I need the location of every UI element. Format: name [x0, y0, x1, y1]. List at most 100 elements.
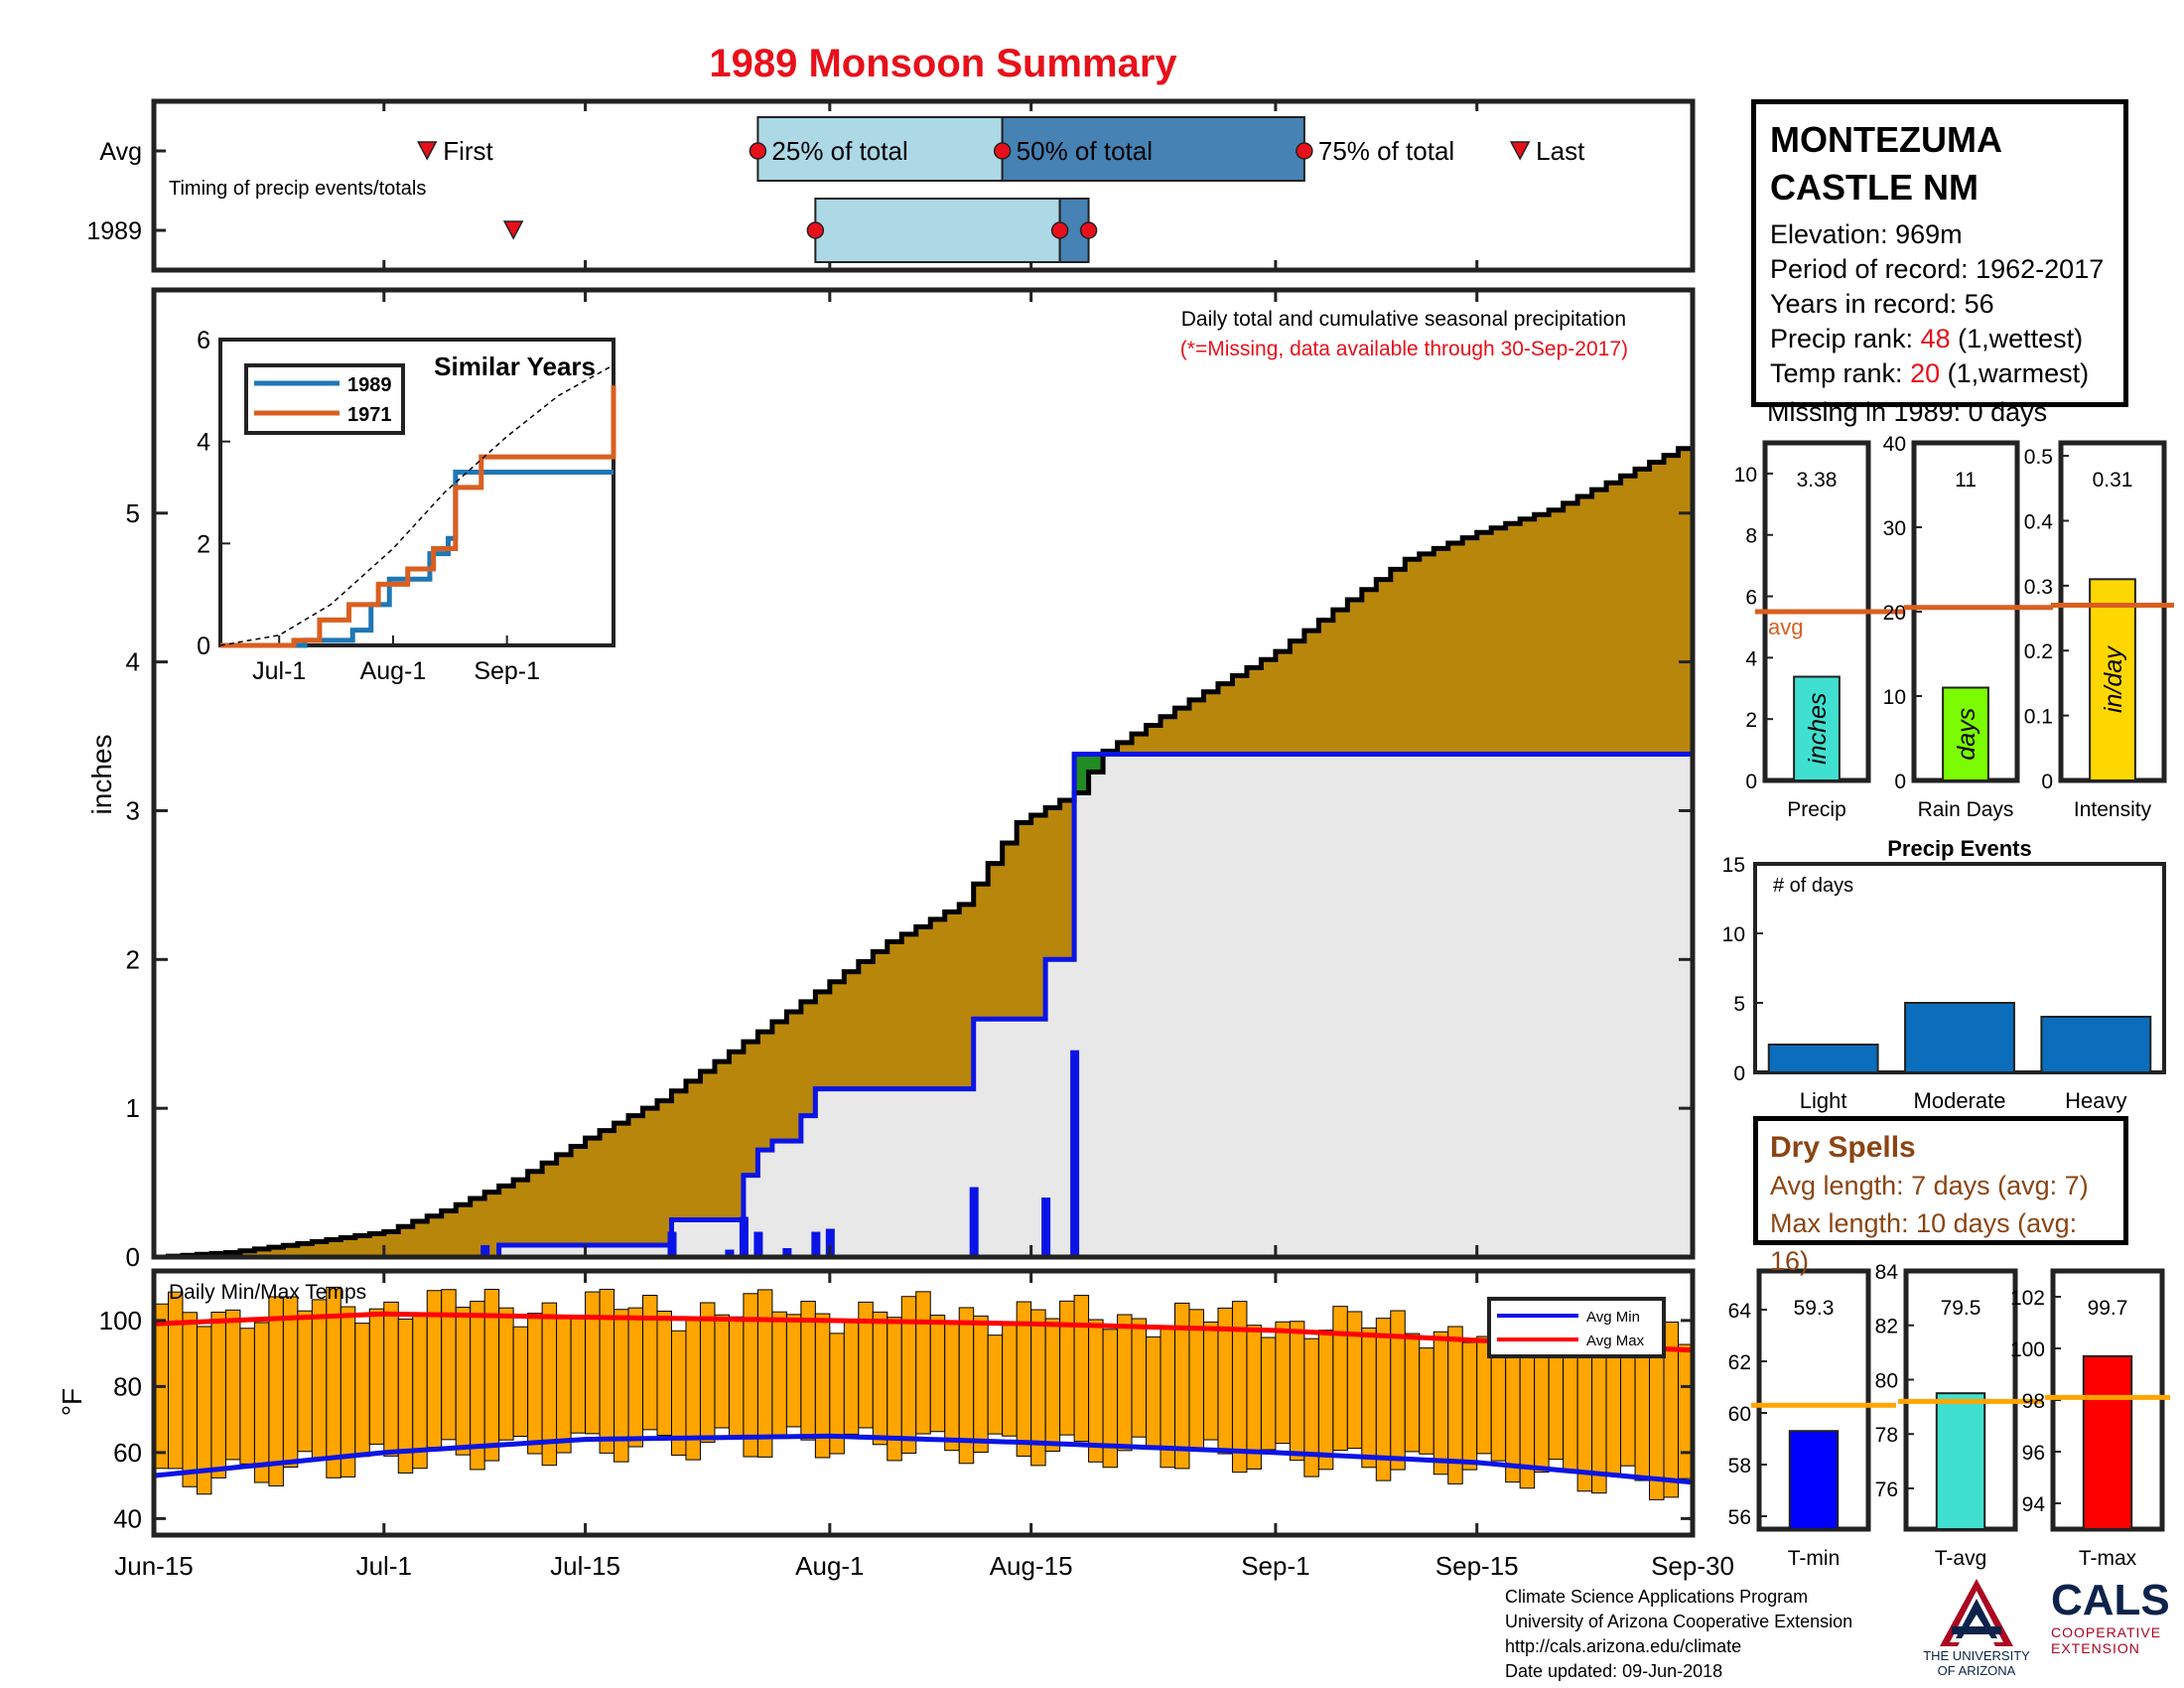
daily-precip-bar	[753, 1231, 763, 1257]
daily-temp-bar	[1044, 1318, 1061, 1452]
daily-temp-bar	[556, 1317, 572, 1454]
main-y-tick-label: 4	[126, 647, 140, 677]
daily-precip-bar	[782, 1248, 792, 1257]
legend-avg-min-label: Avg Min	[1586, 1309, 1640, 1326]
precip-events-ylabel: # of days	[1773, 875, 1853, 897]
timing-row-label: Avg	[99, 138, 142, 166]
daily-temp-bar	[1563, 1340, 1578, 1472]
daily-temp-bar	[973, 1315, 989, 1454]
small-title-T-avg: T-avg	[1935, 1547, 1987, 1570]
small-y-tick-label: 78	[1875, 1424, 1898, 1447]
cals-word: CALS	[2051, 1576, 2170, 1624]
small-y-tick-label: 102	[2010, 1287, 2045, 1310]
daily-temp-bar	[297, 1310, 313, 1453]
avg-cumulative-line	[154, 441, 1696, 1260]
daily-temp-bar	[1202, 1321, 1219, 1441]
precip-rank: Precip rank: 48 (1,wettest)	[1770, 322, 2110, 356]
x-tick-label: Jul-1	[356, 1551, 412, 1581]
small-y-tick-label: 0	[1745, 771, 1757, 793]
small-y-tick-label: 98	[2022, 1390, 2045, 1413]
daily-temp-bar	[412, 1315, 428, 1470]
small-y-tick-label: 60	[1728, 1403, 1751, 1426]
small-y-tick-label: 0.3	[2024, 576, 2053, 599]
small-y-tick-label: 84	[1875, 1261, 1899, 1284]
daily-temp-bar	[268, 1296, 284, 1486]
small-y-tick-label: 10	[1734, 464, 1757, 487]
credits-line3[interactable]: http://cals.arizona.edu/climate	[1505, 1636, 1742, 1656]
daily-temp-bar	[843, 1320, 860, 1435]
small-y-tick-label: 2	[1745, 709, 1757, 732]
precip-event-category-label: Heavy	[2065, 1088, 2126, 1113]
dry-spells-box: Dry Spells Avg length: 7 days (avg: 7) M…	[1753, 1116, 2128, 1276]
small-y-tick-label: 40	[1883, 433, 1906, 456]
x-tick-label: Jul-15	[550, 1551, 620, 1581]
similar-years-line-avg	[219, 364, 614, 646]
x-tick-label: Sep-1	[1241, 1551, 1309, 1581]
credits-line2: University of Arizona Cooperative Extens…	[1505, 1612, 1853, 1631]
small-value-label-T-avg: 79.5	[1941, 1297, 1981, 1320]
daily-temp-bar	[642, 1295, 658, 1431]
daily-temp-bar	[599, 1288, 615, 1454]
ua-text2: OF ARIZONA	[1937, 1663, 2016, 1678]
x-tick-label: Aug-1	[795, 1551, 864, 1581]
small-y-tick-label: 0.5	[2024, 446, 2053, 469]
small-y-tick-label: 62	[1728, 1351, 1751, 1374]
main-chart-note: Daily total and cumulative seasonal prec…	[1181, 308, 1626, 331]
daily-precip-bar	[811, 1231, 821, 1257]
small-bar-Precip	[1793, 675, 1841, 782]
events-y-tick-label: 5	[1733, 993, 1745, 1016]
main-y-tick-label: 5	[126, 498, 140, 528]
daily-temp-bar	[1059, 1300, 1075, 1436]
daily-temp-bar	[1117, 1314, 1133, 1452]
small-title-Rain Days: Rain Days	[1918, 798, 2014, 821]
timing-subtitle: Timing of precip events/totals	[169, 178, 426, 200]
daily-temp-bar	[210, 1312, 226, 1478]
small-value-label-Intensity: 0.31	[2093, 469, 2133, 492]
daily-temp-bar	[872, 1311, 888, 1446]
temp-rank-value: 20	[1910, 358, 1941, 388]
x-tick-label: Sep-30	[1651, 1551, 1734, 1581]
similar-years-title: Similar Years	[434, 352, 596, 381]
y1989-p50-marker	[1050, 221, 1069, 239]
small-y-tick-label: 96	[2022, 1442, 2045, 1465]
daily-temp-bar	[1419, 1347, 1434, 1455]
small-bar-Intensity	[2089, 578, 2136, 781]
period-of-record: Period of record: 1962-2017	[1770, 254, 2105, 284]
cals-sub1: COOPERATIVE	[2051, 1624, 2162, 1640]
daily-temp-bar	[728, 1316, 745, 1439]
small-y-tick-label: 56	[1728, 1506, 1751, 1529]
daily-precip-bar	[969, 1187, 979, 1257]
inset-y-tick-label: 0	[197, 633, 210, 660]
events-y-tick-label: 0	[1733, 1062, 1745, 1085]
daily-temp-bar	[1361, 1327, 1377, 1469]
inset-y-tick-label: 6	[197, 327, 210, 354]
daily-temp-bar	[1002, 1322, 1018, 1437]
temp-y-tick-label: 40	[113, 1503, 142, 1533]
main-y-tick-label: 1	[126, 1093, 140, 1123]
station-name-line1: MONTEZUMA	[1770, 119, 2002, 160]
events-y-tick-label: 10	[1722, 923, 1745, 946]
y1989-25-50-box	[814, 198, 1061, 263]
daily-temp-bar	[340, 1306, 356, 1477]
inset-y-tick-label: 2	[197, 530, 210, 558]
small-y-tick-label: 0.4	[2024, 510, 2054, 533]
precip-event-bar	[1767, 1044, 1879, 1073]
daily-temp-bar	[627, 1307, 644, 1448]
similar-years-legend	[244, 363, 405, 435]
small-y-tick-label: 20	[1883, 602, 1906, 625]
x-tick-label: Aug-15	[990, 1551, 1073, 1581]
credits-line1: Climate Science Applications Program	[1505, 1587, 1809, 1607]
small-unit-Rain Days: days	[1953, 708, 1980, 761]
small-y-tick-label: 94	[2022, 1493, 2046, 1516]
daily-temp-bar	[656, 1311, 672, 1437]
precip-event-bar	[2040, 1016, 2152, 1073]
small-value-label-T-min: 59.3	[1794, 1297, 1835, 1320]
legend-1971-label: 1971	[347, 404, 392, 426]
temp-legend	[1487, 1297, 1666, 1358]
daily-precip-bar	[725, 1249, 735, 1257]
similar-years-line-1971	[220, 385, 616, 648]
last-label: Last	[1536, 136, 1585, 166]
daily-temp-bar	[368, 1308, 385, 1445]
daily-temp-bar	[354, 1323, 370, 1458]
y1989-p75-marker	[1079, 221, 1098, 239]
